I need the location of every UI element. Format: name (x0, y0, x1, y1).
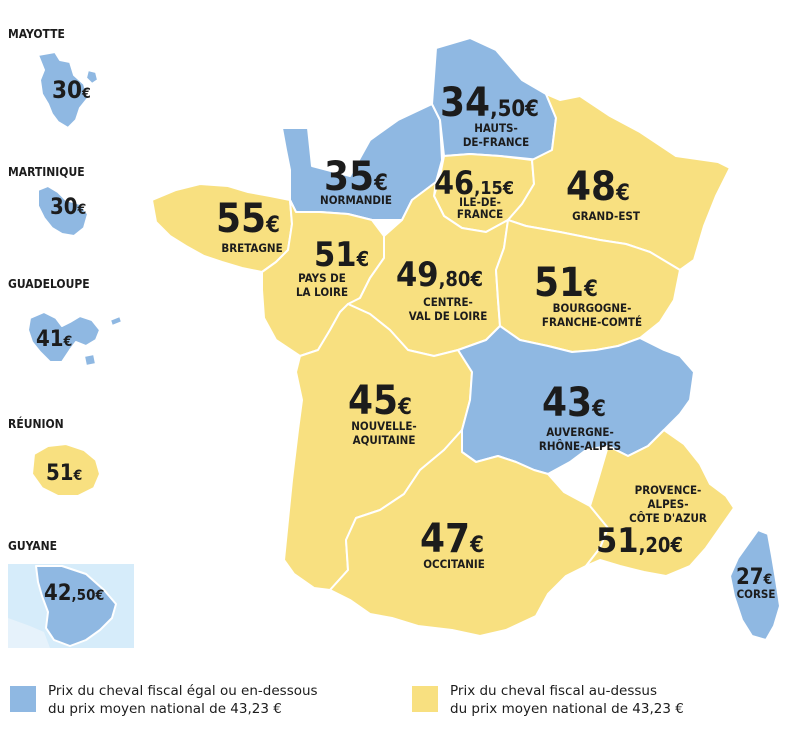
paca-name-3: CÔTE D'AZUR (629, 510, 707, 525)
auvergne-rhone-alpes-price: 43€ (542, 380, 606, 426)
martinique-title: MARTINIQUE (8, 165, 85, 179)
overseas-martinique: MARTINIQUE 30€ (8, 165, 89, 237)
label-nouvelle-aquitaine: 45€ NOUVELLE- AQUITAINE (348, 378, 417, 447)
region-occitanie (329, 429, 609, 637)
guyane-shape (35, 565, 117, 647)
legend-item-below: Prix du cheval fiscal égal ou en-dessous… (10, 682, 318, 718)
grand-est-name: GRAND-EST (572, 209, 640, 223)
label-corse: 27€ CORSE (736, 565, 775, 601)
hauts-de-france-name-1: HAUTS- (474, 121, 518, 135)
mayotte-price: 30€ (52, 76, 91, 104)
label-auvergne-rhone-alpes: 43€ AUVERGNE- RHÔNE-ALPES (539, 380, 621, 453)
label-bretagne: 55€ BRETAGNE (216, 196, 283, 255)
label-provence-alpes-cote-dazur: PROVENCE- ALPES- CÔTE D'AZUR 51,20€ (596, 483, 707, 561)
guadeloupe-price: 41€ (36, 327, 72, 352)
occitanie-name: OCCITANIE (423, 557, 485, 571)
label-normandie: 35€ NORMANDIE (320, 154, 392, 207)
bourgogne-franche-comte-name-1: BOURGOGNE- (553, 301, 632, 315)
martinique-price: 30€ (50, 195, 86, 220)
centre-val-de-loire-name-2: VAL DE LOIRE (409, 309, 488, 323)
legend-above-line-2: du prix moyen national de 43,23 € (450, 701, 684, 717)
legend-above-line-1: Prix du cheval fiscal au-dessus (450, 683, 657, 699)
hauts-de-france-price: 34,50€ (440, 80, 539, 126)
reunion-shape (31, 443, 101, 497)
guyane-price: 42,50€ (44, 581, 104, 606)
centre-val-de-loire-price: 49,80€ (396, 255, 483, 295)
centre-val-de-loire-name-1: CENTRE- (423, 295, 473, 309)
mayotte-shape (37, 51, 89, 129)
legend-text-above: Prix du cheval fiscal au-dessus du prix … (450, 682, 684, 718)
ile-de-france-name-1: ILE-DE- (459, 195, 501, 209)
ile-de-france-name-2: FRANCE (457, 207, 503, 221)
legend-swatch-blue (10, 686, 36, 712)
martinique-shape (37, 185, 89, 237)
france-region-map: MAYOTTE 30€ MARTINIQUE 30€ GUADELOUPE 41… (8, 27, 781, 648)
guyane-title: GUYANE (8, 539, 57, 553)
auvergne-rhone-alpes-name-2: RHÔNE-ALPES (539, 438, 621, 453)
auvergne-rhone-alpes-name-1: AUVERGNE- (546, 425, 614, 439)
overseas-guadeloupe: GUADELOUPE 41€ (8, 277, 123, 367)
paca-name-1: PROVENCE- (635, 483, 702, 497)
overseas-guyane: GUYANE 42,50€ (8, 539, 134, 648)
guadeloupe-shape (27, 311, 101, 363)
label-hauts-de-france: 34,50€ HAUTS- DE-FRANCE (440, 80, 539, 149)
legend: Prix du cheval fiscal égal ou en-dessous… (0, 676, 800, 746)
label-bourgogne-franche-comte: 51€ BOURGOGNE- FRANCHE-COMTÉ (534, 260, 642, 329)
reunion-title: RÉUNION (8, 416, 64, 431)
legend-below-line-1: Prix du cheval fiscal égal ou en-dessous (48, 683, 318, 699)
normandie-price: 35€ (324, 154, 388, 200)
legend-swatch-yellow (412, 686, 438, 712)
legend-item-above: Prix du cheval fiscal au-dessus du prix … (412, 682, 684, 718)
bourgogne-franche-comte-name-2: FRANCHE-COMTÉ (542, 314, 642, 329)
pays-de-la-loire-name-1: PAYS DE (298, 271, 346, 285)
reunion-price: 51€ (46, 461, 82, 486)
bretagne-price: 55€ (216, 196, 280, 242)
pays-de-la-loire-name-2: LA LOIRE (296, 285, 348, 299)
label-pays-de-la-loire: 51€ PAYS DE LA LOIRE (296, 235, 369, 299)
bourgogne-franche-comte-price: 51€ (534, 260, 598, 306)
grand-est-price: 48€ (566, 164, 630, 210)
overseas-reunion: RÉUNION 51€ (8, 416, 101, 497)
pays-de-la-loire-price: 51€ (314, 235, 369, 275)
region-corse (729, 529, 781, 641)
normandie-name: NORMANDIE (320, 193, 392, 207)
corse-name: CORSE (737, 587, 776, 601)
guadeloupe-title: GUADELOUPE (8, 277, 90, 291)
nouvelle-aquitaine-name-1: NOUVELLE- (351, 419, 416, 433)
corse-price: 27€ (736, 565, 772, 590)
legend-below-line-2: du prix moyen national de 43,23 € (48, 701, 282, 717)
ile-de-france-price: 46,15€ (434, 164, 514, 202)
region-provence-alpes-cote-dazur (585, 429, 735, 577)
nouvelle-aquitaine-name-2: AQUITAINE (353, 433, 416, 447)
paca-price: 51,20€ (596, 521, 683, 561)
overseas-mayotte: MAYOTTE 30€ (8, 27, 99, 129)
legend-text-below: Prix du cheval fiscal égal ou en-dessous… (48, 682, 318, 718)
label-centre-val-de-loire: 49,80€ CENTRE- VAL DE LOIRE (396, 255, 487, 323)
hauts-de-france-name-2: DE-FRANCE (463, 135, 529, 149)
label-grand-est: 48€ GRAND-EST (566, 164, 640, 223)
paca-name-2: ALPES- (648, 497, 689, 511)
label-ile-de-france: 46,15€ ILE-DE- FRANCE (434, 164, 514, 221)
occitanie-price: 47€ (420, 516, 484, 562)
label-occitanie: 47€ OCCITANIE (420, 516, 485, 571)
nouvelle-aquitaine-price: 45€ (348, 378, 412, 424)
bretagne-name: BRETAGNE (221, 241, 282, 255)
mayotte-title: MAYOTTE (8, 27, 65, 41)
